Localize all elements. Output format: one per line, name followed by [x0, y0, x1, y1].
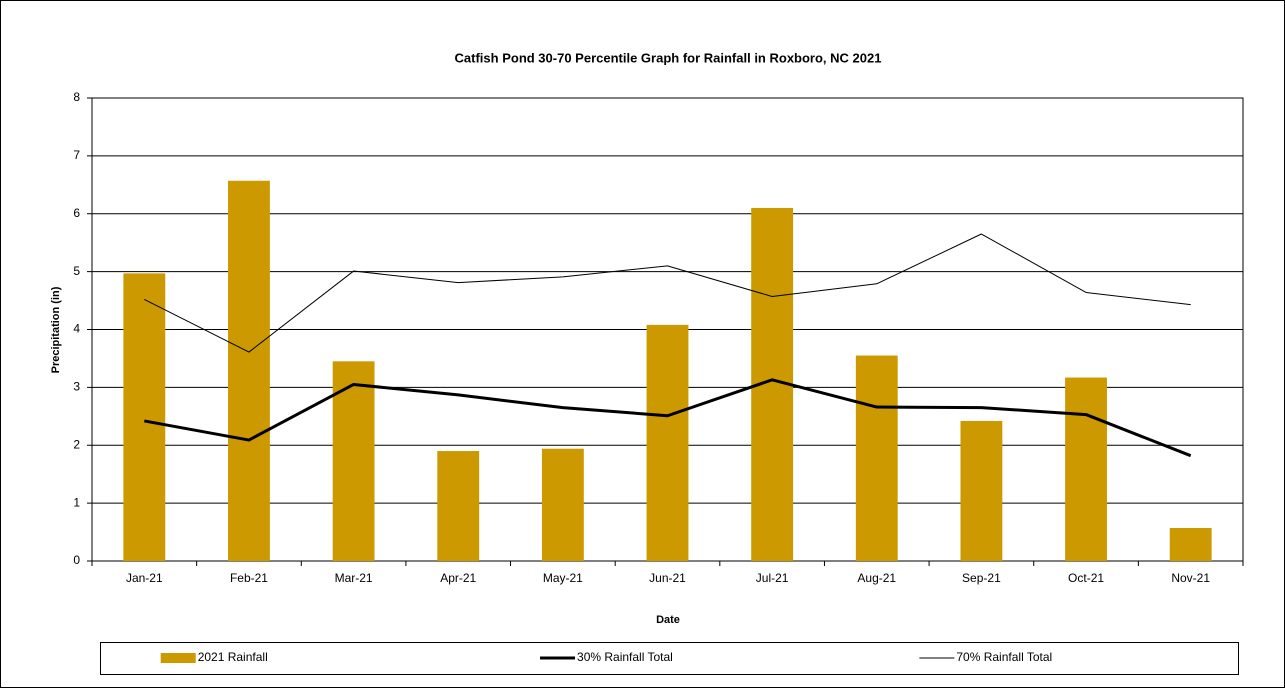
legend-label: 70% Rainfall Total: [956, 650, 1052, 664]
x-tick-label: Sep-21: [962, 571, 1001, 585]
legend-swatch: [160, 653, 196, 663]
bar: [646, 324, 689, 561]
x-tick-label: Apr-21: [440, 571, 476, 585]
legend-box: [100, 642, 1239, 675]
x-tick-label: Oct-21: [1068, 571, 1104, 585]
x-tick-label: Mar-21: [335, 571, 373, 585]
y-tick-label: 2: [73, 437, 80, 451]
y-tick-label: 1: [73, 495, 80, 509]
chart-title: Catfish Pond 30-70 Percentile Graph for …: [455, 50, 882, 65]
y-tick-label: 4: [73, 322, 80, 336]
x-tick-label: Nov-21: [1171, 571, 1210, 585]
line: [144, 233, 1191, 353]
line: [144, 378, 1192, 458]
y-tick-label: 5: [73, 264, 80, 278]
x-tick-label: May-21: [543, 571, 583, 585]
bar: [1065, 377, 1107, 561]
bar: [437, 451, 480, 561]
x-axis-title: Date: [656, 614, 680, 626]
legend-label: 2021 Rainfall: [198, 650, 268, 664]
bar: [855, 355, 898, 561]
bar: [123, 273, 166, 561]
bar: [960, 420, 1003, 561]
x-tick-label: Jun-21: [649, 571, 686, 585]
legend-label: 30% Rainfall Total: [577, 650, 673, 664]
y-tick-label: 3: [73, 380, 80, 394]
x-tick-label: Jul-21: [756, 571, 789, 585]
bar: [541, 448, 584, 561]
x-tick-label: Jan-21: [126, 571, 163, 585]
y-tick-label: 0: [73, 553, 80, 567]
y-tick-label: 6: [73, 206, 80, 220]
y-tick-label: 8: [73, 90, 80, 104]
bar: [228, 180, 270, 562]
bar: [332, 361, 375, 561]
y-axis-title: Precipitation (in): [50, 286, 62, 373]
y-tick-label: 7: [73, 148, 80, 162]
x-tick-label: Feb-21: [230, 571, 268, 585]
bar: [1169, 528, 1212, 561]
x-tick-label: Aug-21: [857, 571, 896, 585]
